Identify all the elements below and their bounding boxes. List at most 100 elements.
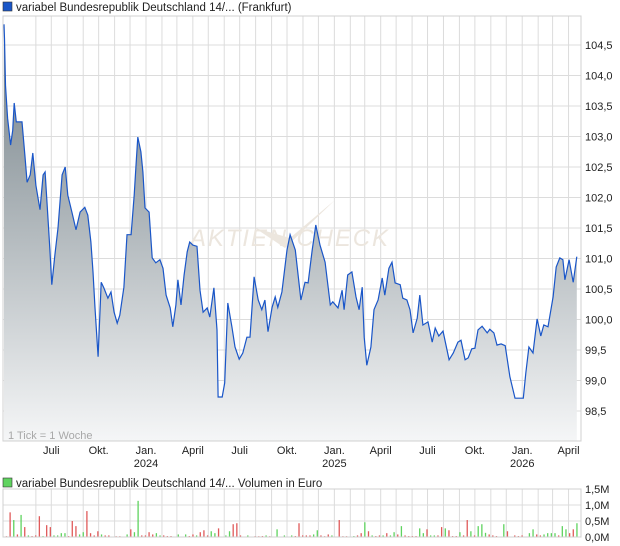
y-tick-label: 103,5 (585, 101, 613, 113)
volume-bar (492, 535, 494, 537)
volume-bar (371, 535, 373, 537)
volume-bar (470, 531, 472, 537)
volume-bar (276, 529, 278, 537)
volume-bar (561, 526, 563, 537)
volume-bar (547, 533, 549, 537)
volume-bar (422, 533, 424, 537)
volume-bar (572, 529, 574, 537)
y-tick-label: 102,5 (585, 162, 613, 174)
volume-bar (312, 534, 315, 537)
x-tick-year: 2025 (322, 458, 346, 470)
volume-bar (232, 524, 234, 537)
volume-bar (558, 535, 560, 537)
volume-bar (364, 522, 366, 537)
volume-bar (459, 532, 461, 537)
volume-bar (53, 535, 55, 537)
x-tick-label: Juli (43, 445, 60, 457)
y-tick-label: 100,5 (585, 284, 613, 296)
volume-bar (82, 532, 84, 537)
volume-bar (481, 524, 483, 537)
price-legend-swatch (2, 1, 13, 12)
volume-bar (78, 534, 81, 537)
volume-bar (228, 531, 231, 537)
volume-bar (521, 535, 523, 537)
x-tick-label: April (182, 445, 204, 457)
volume-bar (225, 535, 227, 537)
volume-bar (265, 535, 267, 537)
volume-bar (554, 533, 556, 537)
volume-bar (184, 534, 187, 537)
x-tick-label: Okt. (89, 445, 109, 457)
volume-bar (283, 535, 286, 537)
volume-bar (108, 535, 110, 537)
volume-bar (477, 526, 479, 537)
volume-y-tick-label: 1,0M (585, 500, 609, 512)
price-y-axis: 104,5 104,0 103,5 103,0 102,5 102,0 101,5 101,0… (585, 40, 613, 418)
volume-bar (97, 531, 99, 537)
volume-y-tick-label: 0,5M (585, 516, 609, 528)
volume-bar (320, 535, 322, 537)
volume-y-tick-label: 1,5M (585, 484, 609, 496)
volume-bar (217, 528, 220, 537)
volume-bar (104, 535, 106, 537)
volume-bar (133, 532, 136, 537)
volume-bar (192, 534, 194, 537)
volume-bar (419, 528, 421, 537)
volume-bar (24, 527, 26, 537)
volume-bar (539, 535, 542, 537)
y-tick-label: 104,0 (585, 71, 613, 83)
volume-bar (393, 532, 395, 537)
volume-legend-swatch (2, 477, 13, 488)
volume-bar (152, 534, 154, 537)
volume-bar (309, 535, 311, 537)
volume-bar (199, 532, 201, 537)
y-tick-label: 102,0 (585, 193, 613, 205)
volume-bar (291, 535, 293, 537)
y-tick-label: 99,5 (585, 345, 606, 357)
volume-bar (155, 533, 158, 537)
volume-bar (89, 533, 92, 537)
volume-bar (206, 535, 209, 537)
volume-bar (100, 534, 103, 537)
x-tick-label: Jan. (324, 445, 345, 457)
volume-bar (433, 535, 435, 537)
volume-bar (130, 529, 132, 537)
volume-bar (177, 534, 179, 537)
x-tick-label: Juli (419, 445, 436, 457)
volume-bar (203, 530, 205, 537)
volume-bar (360, 533, 362, 537)
volume-y-tick-label: 0,0M (585, 532, 609, 544)
x-tick-year: 2026 (510, 458, 534, 470)
volume-bar (141, 535, 143, 537)
volume-bar (163, 535, 165, 537)
volume-bar (503, 524, 505, 537)
volume-grid (3, 488, 581, 538)
volume-bar (404, 535, 406, 537)
volume-bar (305, 535, 307, 537)
y-tick-label: 100,0 (585, 315, 613, 327)
volume-bar (378, 535, 381, 537)
volume-bar (568, 533, 571, 537)
volume-bar (49, 527, 51, 537)
watermark-checkmark-icon (255, 200, 335, 248)
volume-legend-label: variabel Bundesrepublik Deutschland 14/.… (16, 478, 322, 490)
volume-bar (247, 535, 249, 537)
volume-bar (75, 526, 77, 537)
volume-bar (56, 535, 59, 537)
y-tick-label: 101,5 (585, 223, 613, 235)
volume-bar (400, 526, 403, 537)
volume-bar (367, 531, 370, 537)
volume-bar (536, 534, 538, 537)
volume-bar (488, 534, 490, 537)
volume-bar (71, 521, 73, 537)
x-tick-label: Jan. (136, 445, 157, 457)
x-tick-label: Okt. (277, 445, 297, 457)
volume-bar (214, 533, 216, 537)
price-line (3, 24, 578, 399)
volume-bars (5, 500, 578, 537)
volume-bar (386, 533, 388, 537)
volume-bar (484, 532, 487, 537)
price-legend-label: variabel Bundesrepublik Deutschland 14/.… (16, 2, 292, 14)
